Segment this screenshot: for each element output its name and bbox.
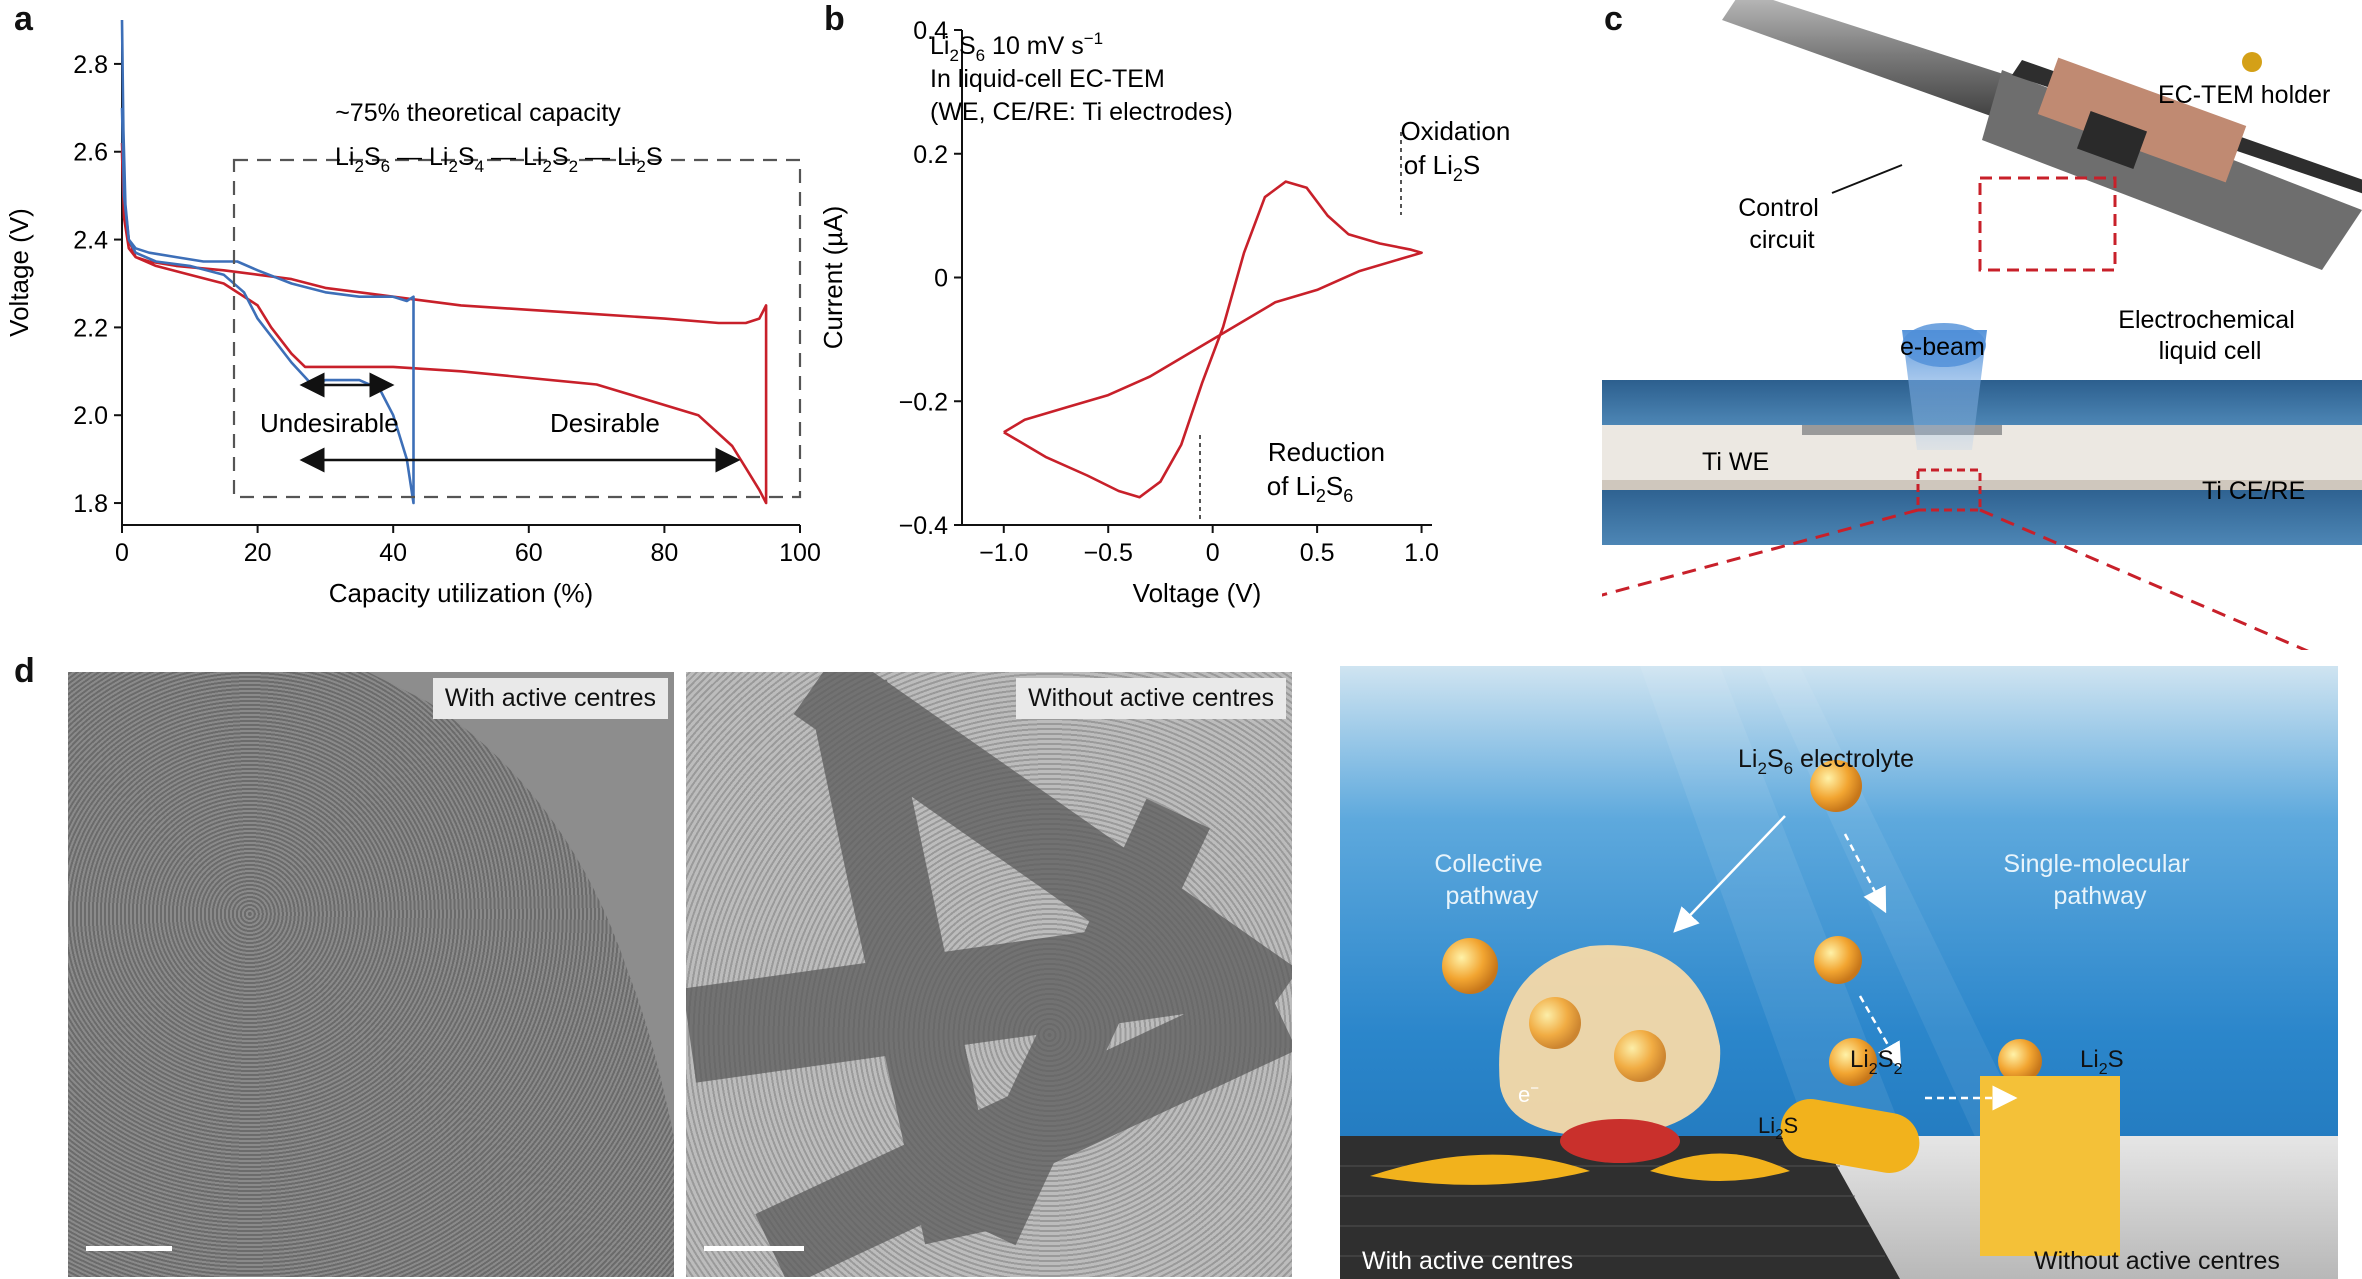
y-tick-label: −0.2 bbox=[899, 388, 948, 416]
liquid-cell-label: Electrochemical liquid cell bbox=[2118, 306, 2301, 365]
x-tick-label: −1.0 bbox=[979, 539, 1028, 567]
electrolyte-label: Li2S6 electrolyte bbox=[1738, 745, 1914, 778]
tem-image-without-active-centres: Without active centres bbox=[686, 672, 1292, 1277]
reduction-label: Reduction of Li2S6 bbox=[1267, 437, 1392, 506]
collective-droplet bbox=[1499, 945, 1721, 1137]
working-electrode-label: Ti WE bbox=[1702, 448, 1769, 476]
capacity-annotation: ~75% theoretical capacity bbox=[335, 99, 621, 127]
zoom-line-left bbox=[1602, 508, 1919, 597]
collective-pathway-label: Collective pathway bbox=[1434, 850, 1549, 910]
tem-image-with-active-centres: With active centres bbox=[68, 672, 674, 1277]
series-line-1 bbox=[120, 19, 415, 505]
y-axis-label: Voltage (V) bbox=[4, 208, 34, 337]
zoom-line-right bbox=[1979, 508, 2309, 650]
e-beam-label: e-beam bbox=[1900, 333, 1985, 361]
panel-c-letter: c bbox=[1604, 0, 1623, 38]
tem-label-with: With active centres bbox=[432, 678, 668, 719]
x-axis-label: Voltage (V) bbox=[1133, 578, 1262, 608]
counter-electrode-label: Ti CE/RE bbox=[2202, 477, 2305, 505]
ec-tem-holder bbox=[1722, 0, 2362, 270]
panel-b-letter: b bbox=[824, 0, 845, 38]
x-tick-label: 80 bbox=[650, 539, 678, 567]
holder-label: EC-TEM holder bbox=[2158, 81, 2330, 109]
panel-a-chart: 0 20 40 60 80 100 1.8 2.0 2.2 2.4 2.6 2.8 Capacity u… bbox=[4, 19, 820, 608]
bottom-left-label: With active centres bbox=[1362, 1247, 1573, 1275]
control-circuit-label: Control circuit bbox=[1738, 194, 1826, 254]
electron-label: e− bbox=[1518, 1080, 1539, 1107]
species-chain: Li2S6 — Li2S4 — Li2S2 — Li2S bbox=[335, 143, 663, 176]
y-tick-label: 2.2 bbox=[73, 314, 108, 342]
mechanism-schematic: Li2S6 electrolyte Collective pathway Sin… bbox=[1340, 666, 2338, 1279]
scale-bar-right bbox=[704, 1246, 804, 1251]
x-tick-label: 60 bbox=[515, 539, 543, 567]
y-tick-label: 0.2 bbox=[913, 141, 948, 169]
y-tick-label: 1.8 bbox=[73, 490, 108, 518]
y-tick-label: 0 bbox=[934, 265, 948, 293]
x-tick-label: 100 bbox=[779, 539, 820, 567]
panel-a-letter: a bbox=[14, 0, 33, 38]
y-tick-label: 2.8 bbox=[73, 51, 108, 79]
cell-highlight-box bbox=[1916, 468, 1982, 512]
y-tick-label: 0.4 bbox=[913, 17, 948, 45]
x-tick-label: 40 bbox=[379, 539, 407, 567]
tem-label-without: Without active centres bbox=[1016, 678, 1286, 719]
li2s2-label: Li2S2 bbox=[1850, 1046, 1903, 1078]
panel-b-chart: −1.0 −0.5 0 0.5 1.0 −0.4 −0.2 0 0.2 0.4 Voltage (V… bbox=[820, 17, 1517, 608]
series-line-0 bbox=[120, 142, 768, 505]
oxidation-label: Oxidation of Li2S bbox=[1400, 116, 1517, 185]
scale-bar-left bbox=[86, 1246, 172, 1251]
y-tick-label: −0.4 bbox=[899, 512, 948, 540]
liquid-cell bbox=[1602, 380, 2362, 545]
panel-c-illustration: EC-TEM holder Control circuit e-beam Ele… bbox=[1602, 0, 2362, 650]
control-circuit-pointer bbox=[1831, 164, 1903, 194]
y-tick-label: 2.4 bbox=[73, 227, 108, 255]
bottom-right-label: Without active centres bbox=[2034, 1247, 2280, 1275]
desirable-label: Desirable bbox=[550, 408, 660, 438]
y-tick-label: 2.6 bbox=[73, 139, 108, 167]
y-tick-label: 2.0 bbox=[73, 402, 108, 430]
cv-conditions: Li2S6 10 mV s−1 In liquid-cell EC-TEM (W… bbox=[930, 22, 1233, 126]
li2s-left-label: Li2S bbox=[1758, 1113, 1798, 1143]
x-tick-label: 0 bbox=[1206, 539, 1220, 567]
undesirable-label: Undesirable bbox=[260, 408, 399, 438]
dashed-region-box bbox=[232, 158, 802, 499]
y-axis-label: Current (µA) bbox=[820, 206, 848, 350]
x-axis-label: Capacity utilization (%) bbox=[329, 578, 593, 608]
x-tick-label: 20 bbox=[244, 539, 272, 567]
li2s-block bbox=[1980, 1076, 2120, 1256]
li2s2-capsule bbox=[1780, 1099, 1920, 1173]
holder-highlight-box bbox=[1978, 176, 2117, 272]
x-tick-label: −0.5 bbox=[1084, 539, 1133, 567]
li2s-right-label: Li2S bbox=[2080, 1046, 2124, 1078]
single-pathway-label: Single-molecular pathway bbox=[2003, 850, 2196, 910]
x-tick-label: 0.5 bbox=[1300, 539, 1335, 567]
x-tick-label: 1.0 bbox=[1404, 539, 1439, 567]
x-tick-label: 0 bbox=[115, 539, 129, 567]
series-line-0 bbox=[1003, 180, 1423, 499]
panel-d-letter: d bbox=[14, 652, 35, 690]
